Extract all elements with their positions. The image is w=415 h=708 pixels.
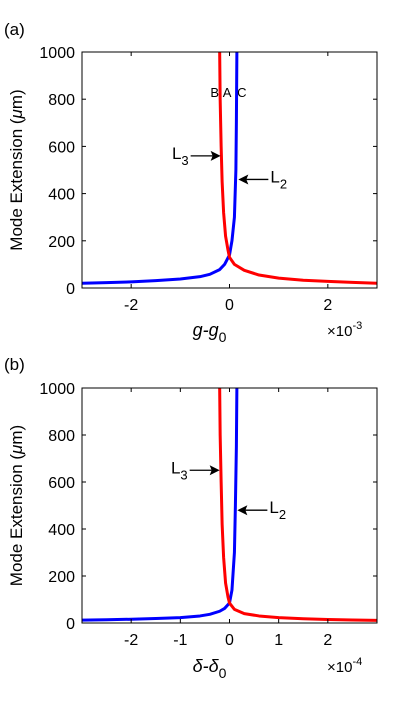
series-line-0: [82, 388, 239, 622]
y-axis-label: Mode Extension (μm): [7, 89, 26, 250]
annotation-label: L3: [172, 144, 189, 168]
y-tick-label: 800: [48, 428, 75, 445]
panel-label: (a): [4, 20, 25, 39]
y-tick-label: 1000: [39, 381, 75, 398]
x-axis-label: δ-δ0: [193, 656, 227, 681]
annotation-arrow-head: [237, 505, 248, 516]
x-axis-label: g-g0: [193, 320, 227, 345]
x-tick-label: -2: [124, 632, 138, 649]
x-multiplier: ×10-4: [327, 656, 362, 676]
y-tick-label: 0: [66, 281, 75, 298]
y-axis-label: Mode Extension (μm): [7, 425, 26, 586]
y-tick-label: 400: [48, 522, 75, 539]
annotation-arrow-head: [209, 465, 220, 476]
series-line-0: [82, 52, 239, 285]
y-tick-label: 400: [48, 187, 75, 204]
panel-0: (a) 0 200 400 600 800 1000 -2 0 2 g-g0 ×10-3 Mode Ex…: [4, 20, 378, 345]
x-tick-label: 2: [323, 632, 332, 649]
y-tick-label: 800: [48, 92, 75, 109]
annotation-label: L2: [269, 498, 286, 522]
y-tick-label: 200: [48, 234, 75, 251]
annotation-arrow-head: [238, 174, 249, 185]
panel-1: (b) 0 200 400 600 800 1000 -2 -1 0 1 2 δ-δ0 ×10-4 Mode…: [4, 355, 378, 681]
region-label: C: [237, 85, 246, 100]
x-tick-label: 0: [225, 632, 234, 649]
y-tick-label: 1000: [39, 45, 75, 62]
plot-frame: [81, 387, 378, 624]
region-label: A: [223, 85, 232, 100]
x-tick-label: 1: [274, 632, 283, 649]
series-line-1: [218, 388, 377, 622]
y-tick-label: 200: [48, 569, 75, 586]
series-line-1: [218, 52, 377, 285]
region-label: B: [210, 85, 219, 100]
y-tick-label: 600: [48, 475, 75, 492]
x-tick-label: 2: [323, 297, 332, 314]
panel-label: (b): [4, 355, 25, 374]
y-tick-label: 0: [66, 616, 75, 633]
x-multiplier: ×10-3: [327, 320, 362, 340]
annotation-arrow-head: [210, 150, 221, 161]
x-tick-label: -1: [173, 632, 187, 649]
x-tick-label: 0: [225, 297, 234, 314]
annotation-label: L3: [171, 458, 188, 482]
y-tick-label: 600: [48, 139, 75, 156]
annotation-label: L2: [270, 167, 287, 191]
x-tick-label: -2: [124, 297, 138, 314]
